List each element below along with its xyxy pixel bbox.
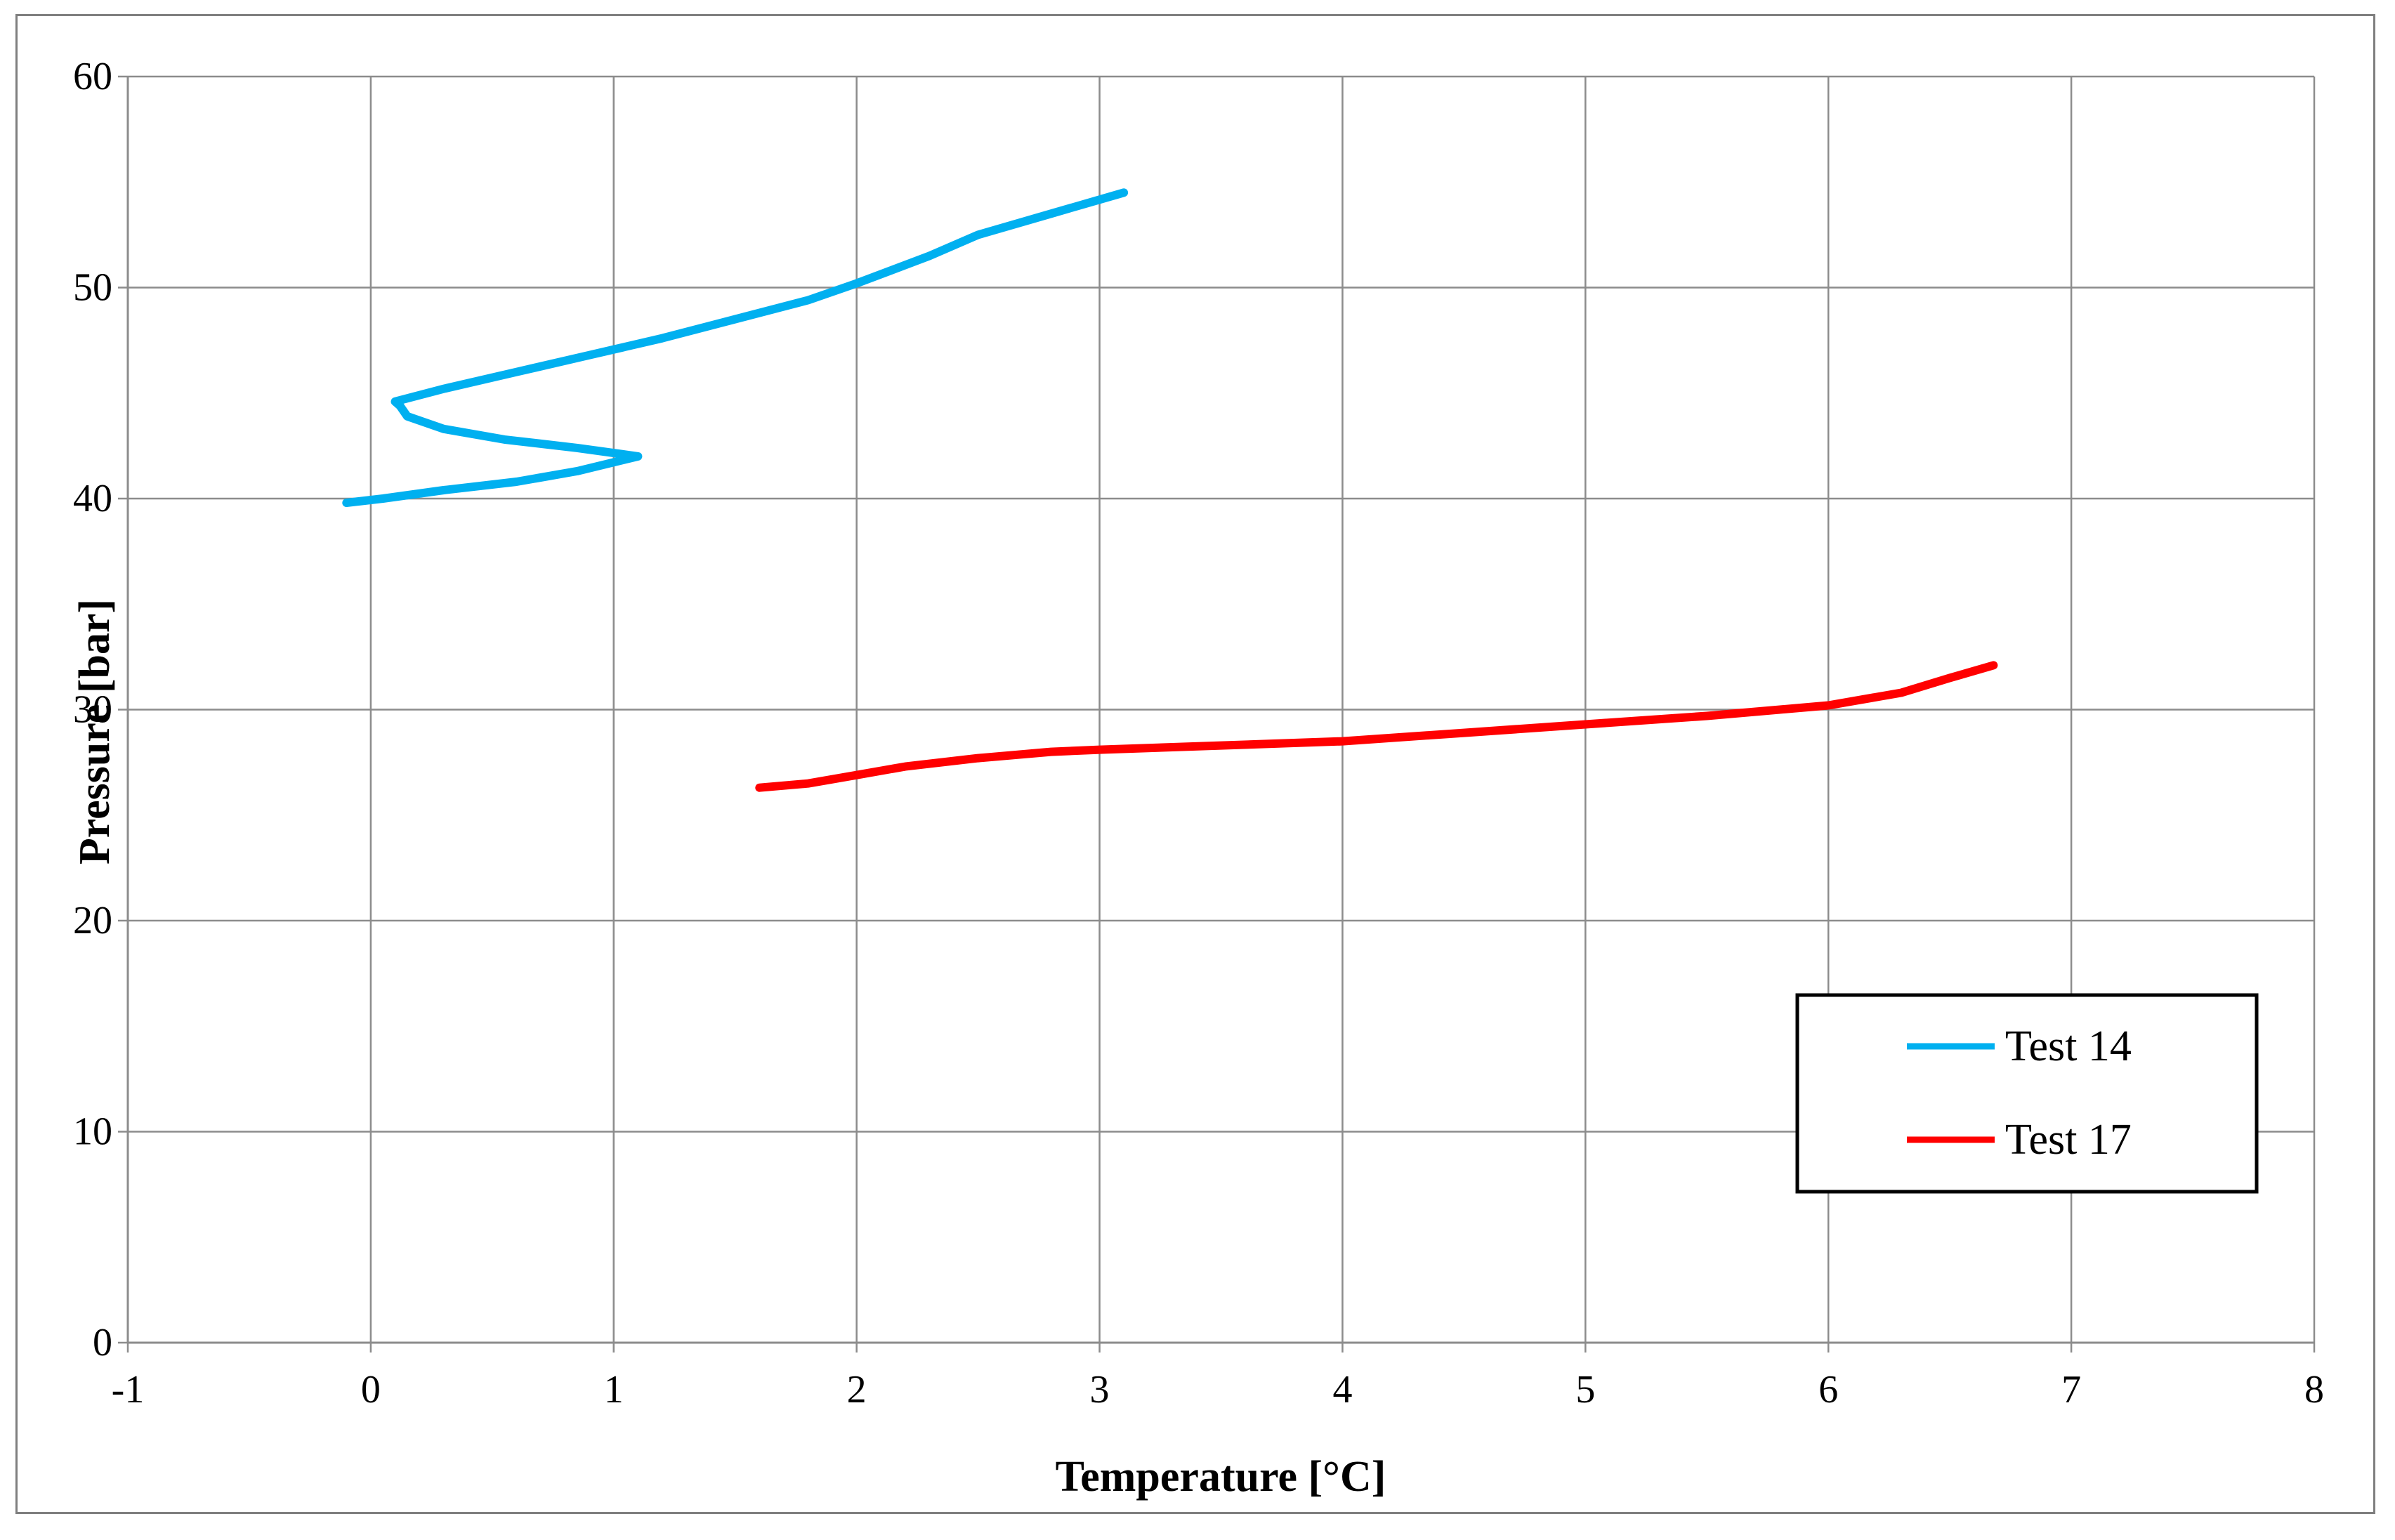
grid-layer (118, 75, 2316, 1353)
x-tick-label: 7 (2061, 1368, 2081, 1411)
y-tick-label: 0 (93, 1321, 112, 1364)
series-line-test-17 (755, 661, 1998, 792)
y-tick-label: 10 (73, 1110, 112, 1154)
x-tick-label: 2 (847, 1368, 867, 1411)
x-tick-label: -1 (112, 1368, 145, 1411)
y-tick-label: 60 (73, 55, 112, 98)
x-tick-label: 8 (2304, 1368, 2324, 1411)
series-line-test-14 (342, 188, 1129, 507)
x-tick-label: 4 (1332, 1368, 1352, 1411)
y-tick-label: 30 (73, 688, 112, 732)
legend: Test 14 Test 17 (1795, 993, 2259, 1194)
x-tick-label: 6 (1818, 1368, 1838, 1411)
x-axis-title: Temperature [°C] (1056, 1453, 1386, 1501)
y-axis-title: Pressure [bar] (71, 599, 119, 864)
y-tick-label: 50 (73, 266, 112, 310)
legend-label-test-14: Test 14 (2005, 1022, 2132, 1070)
y-tick-label: 40 (73, 477, 112, 520)
legend-box (1795, 993, 2259, 1194)
chart-frame: -1 0 1 2 3 4 5 6 7 8 0 10 20 30 40 50 60 Temperature [°C… (15, 14, 2375, 1514)
series-layer (342, 188, 1998, 792)
y-tick-label: 20 (73, 899, 112, 942)
x-tick-label: 3 (1090, 1368, 1110, 1411)
x-tick-label: 1 (604, 1368, 624, 1411)
x-tick-label: 0 (361, 1368, 381, 1411)
x-tick-label: 5 (1575, 1368, 1595, 1411)
legend-label-test-17: Test 17 (2005, 1116, 2132, 1164)
